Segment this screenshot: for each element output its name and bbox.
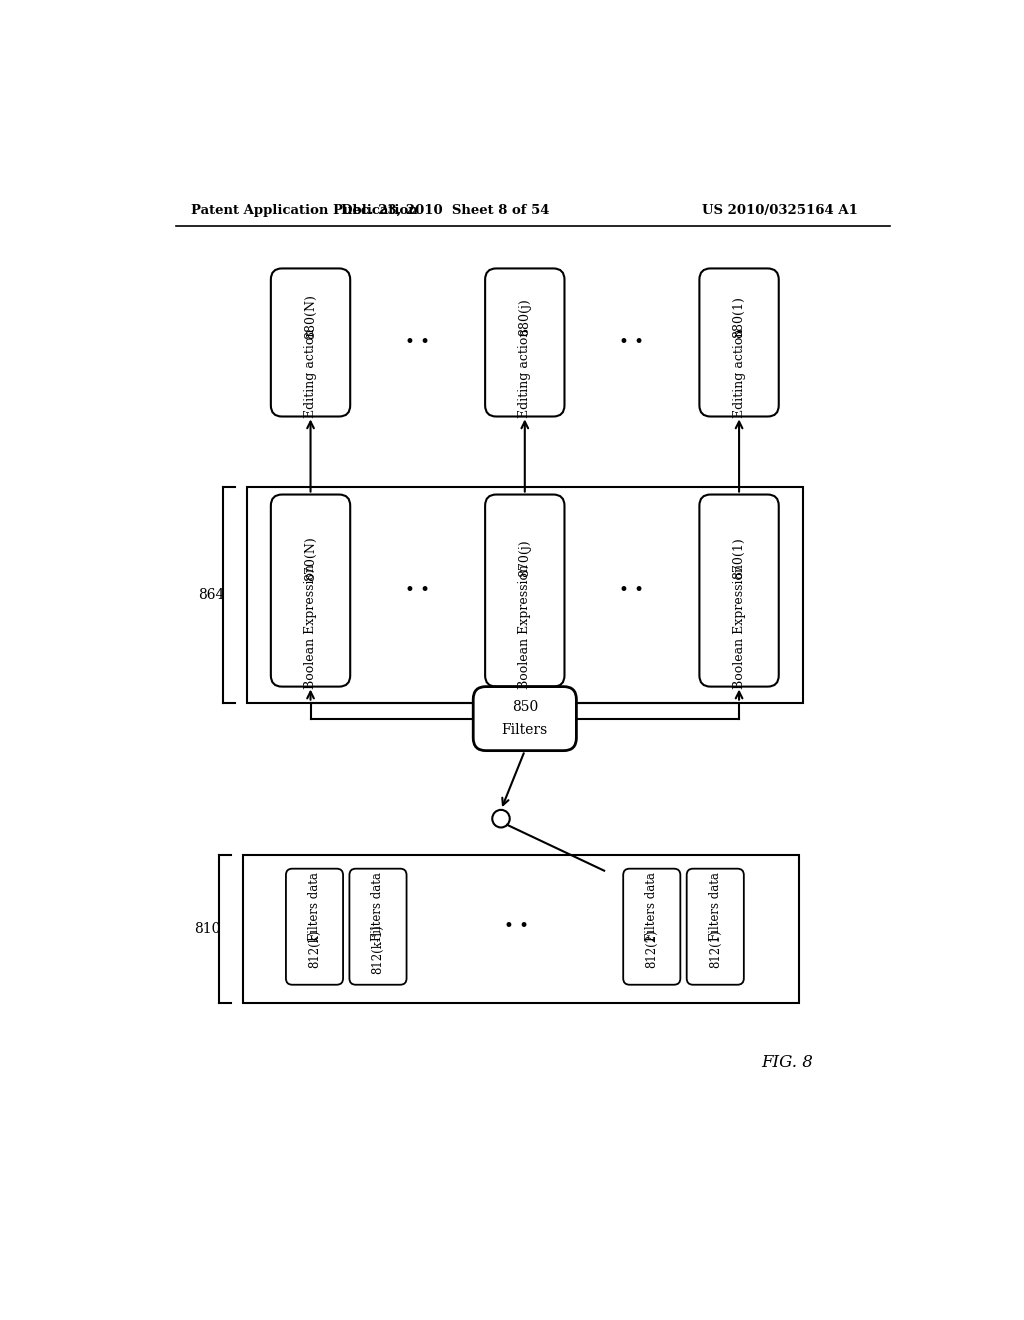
Text: 812(k-1): 812(k-1) — [372, 924, 384, 974]
Text: Filters: Filters — [502, 723, 548, 737]
Text: • •: • • — [505, 919, 529, 935]
Text: 812(k): 812(k) — [308, 929, 321, 969]
Text: • •: • • — [620, 582, 644, 599]
FancyBboxPatch shape — [699, 495, 779, 686]
Text: • •: • • — [406, 334, 430, 351]
Text: Dec. 23, 2010  Sheet 8 of 54: Dec. 23, 2010 Sheet 8 of 54 — [341, 203, 550, 216]
FancyBboxPatch shape — [624, 869, 680, 985]
Text: 880(N): 880(N) — [304, 294, 317, 339]
Text: 880(j): 880(j) — [518, 298, 531, 335]
Text: 812(1): 812(1) — [709, 929, 722, 969]
FancyBboxPatch shape — [270, 495, 350, 686]
Bar — [247, 487, 803, 702]
Text: Filters data: Filters data — [372, 873, 384, 941]
FancyBboxPatch shape — [485, 495, 564, 686]
Text: 870(j): 870(j) — [518, 540, 531, 577]
Text: 870(1): 870(1) — [732, 537, 745, 579]
Text: Editing action: Editing action — [518, 329, 531, 417]
Text: Filters data: Filters data — [308, 873, 321, 941]
Text: Boolean Expression: Boolean Expression — [732, 564, 745, 689]
FancyBboxPatch shape — [687, 869, 743, 985]
FancyBboxPatch shape — [473, 686, 577, 751]
FancyBboxPatch shape — [485, 268, 564, 417]
Text: US 2010/0325164 A1: US 2010/0325164 A1 — [702, 203, 858, 216]
FancyBboxPatch shape — [286, 869, 343, 985]
Text: Editing action: Editing action — [732, 329, 745, 417]
Text: 864: 864 — [198, 587, 224, 602]
Text: FIG. 8: FIG. 8 — [761, 1055, 813, 1072]
Bar — [243, 854, 799, 1003]
Text: 870(N): 870(N) — [304, 536, 317, 581]
Text: Editing action: Editing action — [304, 329, 317, 417]
Text: Boolean Expression: Boolean Expression — [518, 564, 531, 689]
Text: Boolean Expression: Boolean Expression — [304, 564, 317, 689]
Text: 850: 850 — [512, 701, 538, 714]
Text: • •: • • — [620, 334, 644, 351]
Text: 880(1): 880(1) — [732, 296, 745, 338]
Text: Filters data: Filters data — [709, 873, 722, 941]
Text: 812(2): 812(2) — [645, 929, 658, 969]
Text: 810: 810 — [195, 921, 220, 936]
Text: Patent Application Publication: Patent Application Publication — [191, 203, 418, 216]
Text: Filters data: Filters data — [645, 873, 658, 941]
FancyBboxPatch shape — [349, 869, 407, 985]
FancyBboxPatch shape — [699, 268, 779, 417]
FancyBboxPatch shape — [270, 268, 350, 417]
Text: • •: • • — [406, 582, 430, 599]
